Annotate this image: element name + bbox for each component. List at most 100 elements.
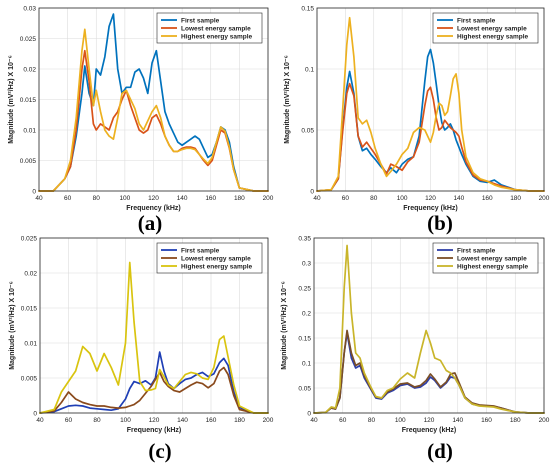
x-tick-label: 160 <box>205 195 216 202</box>
x-tick-label: 120 <box>425 195 436 202</box>
x-tick-label: 120 <box>424 417 435 424</box>
y-tick-label: 0.15 <box>298 335 311 342</box>
y-tick-label: 0.25 <box>298 285 311 292</box>
x-tick-label: 100 <box>119 195 130 202</box>
x-tick-label: 200 <box>539 417 550 424</box>
legend-entry: Lowest energy sample <box>457 255 527 262</box>
panel-label: (c) <box>148 439 171 463</box>
series-line-3 <box>316 16 545 192</box>
x-tick-label: 100 <box>120 417 131 424</box>
chart-panel-3: 40 60 80 100 120 140 160 180 200 0 0.005 0.01 0.015 0… <box>9 235 274 463</box>
x-tick-label: 180 <box>234 195 245 202</box>
y-tick-label: 0 <box>310 188 314 195</box>
plot-frame <box>38 7 269 192</box>
series-line-2 <box>313 329 545 414</box>
y-tick-label: 0.005 <box>21 375 38 382</box>
y-tick-label: 0.02 <box>23 66 36 73</box>
y-tick-label: 0.1 <box>302 360 311 367</box>
legend-entry: Highest energy sample <box>181 263 253 270</box>
chart-panel-4: 40 60 80 100 120 140 160 180 200 0 0.05 0.1 0.15 0.2 0… <box>281 235 550 463</box>
x-tick-label: 60 <box>65 417 73 424</box>
x-tick-label: 120 <box>148 195 159 202</box>
series-line-3 <box>39 261 269 414</box>
legend-entry: Lowest energy sample <box>457 25 527 32</box>
x-tick-label: 180 <box>510 417 521 424</box>
x-tick-label: 100 <box>397 195 408 202</box>
legend-entry: Highest energy sample <box>457 263 529 270</box>
y-tick-label: 0.3 <box>302 260 311 267</box>
y-tick-label: 0.1 <box>305 66 314 73</box>
legend-entry: Lowest energy sample <box>181 255 251 262</box>
plot-frame <box>39 237 269 414</box>
x-tick-label: 40 <box>35 195 43 202</box>
series-line-3 <box>313 244 545 414</box>
y-tick-label: 0.025 <box>21 235 38 242</box>
y-tick-label: 0 <box>32 188 36 195</box>
x-tick-label: 60 <box>64 195 72 202</box>
x-tick-label: 40 <box>36 417 44 424</box>
x-tick-label: 180 <box>234 417 245 424</box>
x-axis-label: Frequency (kHz) <box>126 205 180 212</box>
x-tick-label: 80 <box>370 195 378 202</box>
y-tick-label: 0.015 <box>20 97 37 104</box>
x-tick-label: 140 <box>452 417 463 424</box>
x-tick-label: 200 <box>539 195 550 202</box>
x-tick-label: 80 <box>93 417 101 424</box>
y-tick-label: 0.015 <box>21 305 38 312</box>
y-tick-label: 0.01 <box>23 127 36 134</box>
x-tick-label: 180 <box>510 195 521 202</box>
x-tick-label: 160 <box>206 417 217 424</box>
x-tick-label: 80 <box>93 195 101 202</box>
x-tick-label: 60 <box>342 195 350 202</box>
y-tick-label: 0.01 <box>24 340 37 347</box>
y-tick-label: 0 <box>33 410 37 417</box>
y-axis-label: Magnitude (mV²/Hz) X 10⁻⁶ <box>284 55 291 144</box>
series-line-1 <box>39 351 269 414</box>
y-axis-label: Magnitude (mV²/Hz) X 10⁻⁶ <box>9 281 16 370</box>
chart-panel-1: 40 60 80 100 120 140 160 180 200 0 0.005 0.01 0.015 0… <box>8 5 274 235</box>
y-tick-label: 0.005 <box>20 158 37 165</box>
y-tick-label: 0.05 <box>298 385 311 392</box>
legend-entry: First sample <box>181 17 220 24</box>
y-tick-label: 0.03 <box>23 5 36 12</box>
x-tick-label: 40 <box>313 195 321 202</box>
panel-label: (b) <box>427 211 453 235</box>
series-line-2 <box>316 82 545 192</box>
legend-entry: Lowest energy sample <box>181 25 251 32</box>
y-tick-label: 0.05 <box>301 127 314 134</box>
x-tick-label: 60 <box>339 417 347 424</box>
x-tick-label: 80 <box>368 417 376 424</box>
x-tick-label: 160 <box>482 195 493 202</box>
x-tick-label: 120 <box>149 417 160 424</box>
legend-entry: Highest energy sample <box>181 33 253 40</box>
x-tick-label: 200 <box>263 195 274 202</box>
chart-panel-2: 40 60 80 100 120 140 160 180 200 0 0.05 0.1 0.15 Freq… <box>284 5 550 235</box>
x-tick-label: 140 <box>453 195 464 202</box>
plot-frame <box>316 7 545 192</box>
legend-entry: Highest energy sample <box>457 33 529 40</box>
plot-frame <box>313 237 545 414</box>
y-tick-label: 0 <box>307 410 311 417</box>
y-tick-label: 0.35 <box>298 235 311 242</box>
y-tick-label: 0.025 <box>20 36 37 43</box>
x-tick-label: 160 <box>481 417 492 424</box>
x-axis-label: Frequency (kHz) <box>402 427 456 434</box>
x-tick-label: 40 <box>310 417 318 424</box>
series-line-3 <box>38 28 269 192</box>
legend-entry: First sample <box>457 17 496 24</box>
panel-label: (d) <box>427 439 453 463</box>
y-axis-label: Magnitude (mV²/Hz) X 10⁻⁶ <box>8 55 15 144</box>
x-tick-label: 200 <box>263 417 274 424</box>
y-tick-label: 0.2 <box>302 310 311 317</box>
x-axis-label: Frequency (kHz) <box>127 427 181 434</box>
y-axis-label: Magnitude (mV²/Hz) X 10⁻⁶ <box>281 281 288 370</box>
x-axis-label: Frequency (kHz) <box>403 205 457 212</box>
x-tick-label: 100 <box>395 417 406 424</box>
y-tick-label: 0.02 <box>24 270 37 277</box>
x-tick-label: 140 <box>177 417 188 424</box>
